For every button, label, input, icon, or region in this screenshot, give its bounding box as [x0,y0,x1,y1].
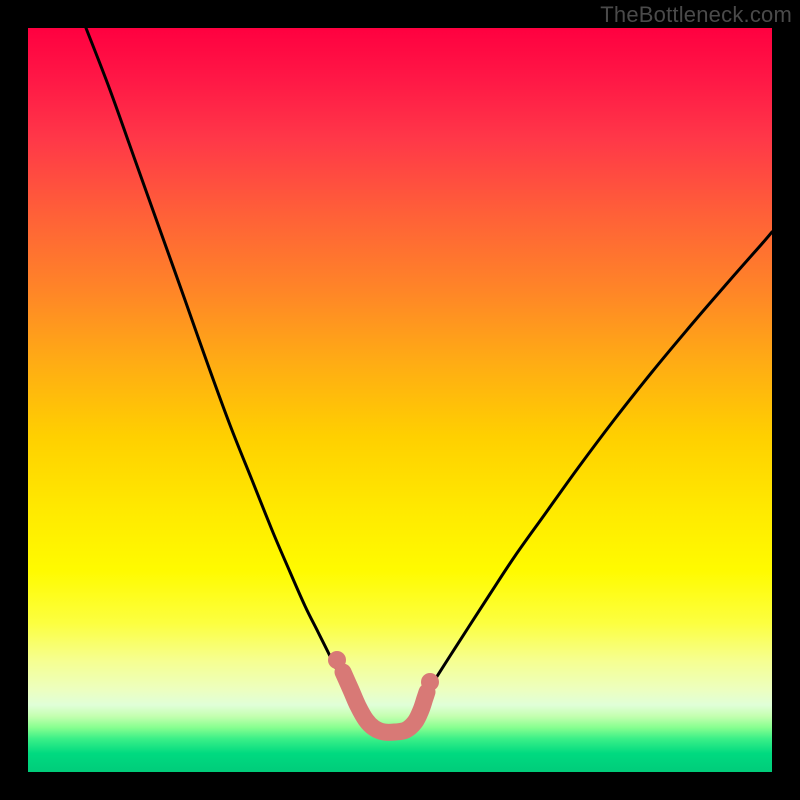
marker-endpoint-right [421,673,439,691]
plot-background [28,28,772,772]
bottleneck-chart [0,0,800,800]
marker-endpoint-left [328,651,346,669]
watermark-text: TheBottleneck.com [600,2,792,28]
chart-container: { "watermark": { "text": "TheBottleneck.… [0,0,800,800]
